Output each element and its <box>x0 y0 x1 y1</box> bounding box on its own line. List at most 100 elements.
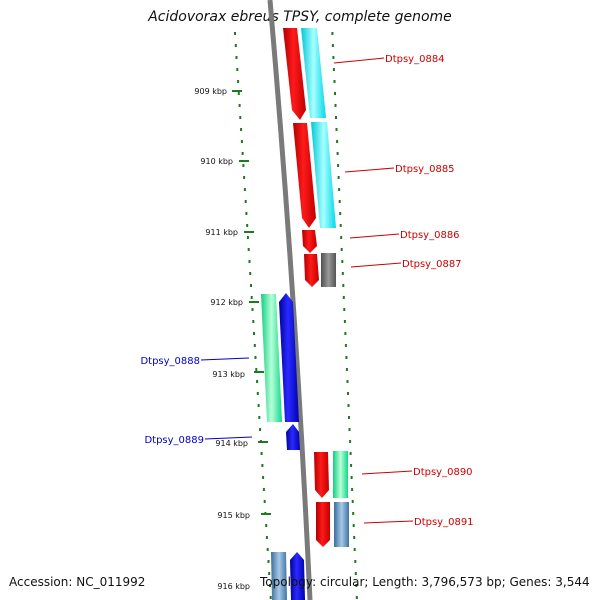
ruler-dot <box>266 548 269 551</box>
outer-ruler-dot <box>333 80 336 83</box>
ruler-label-915: 915 kbp <box>217 511 250 520</box>
outer-ruler-dot <box>349 440 352 443</box>
label-dtpsy-0889[interactable]: Dtpsy_0889 <box>144 435 204 446</box>
ruler-dot <box>269 596 272 599</box>
outer-ruler-dot <box>332 56 335 59</box>
ruler-dot <box>269 584 271 587</box>
genome-backbone <box>267 0 313 600</box>
ruler-label-912: 912 kbp <box>210 298 243 307</box>
ruler-dot <box>242 164 245 167</box>
cog-segment-grey <box>321 253 336 287</box>
ruler-dot <box>240 140 243 143</box>
label-dtpsy-0885[interactable]: Dtpsy_0885 <box>395 164 455 175</box>
ruler-dot <box>253 344 256 347</box>
ruler-label-916: 916 kbp <box>217 582 250 591</box>
ruler-dot <box>267 560 270 563</box>
outer-ruler-dot <box>348 428 351 431</box>
outer-ruler-dot <box>332 68 335 71</box>
outer-ruler-dot <box>352 512 355 515</box>
gene-dtpsy-0889[interactable] <box>286 424 300 450</box>
outer-ruler-dot <box>340 248 343 251</box>
outer-ruler-dot <box>345 356 348 359</box>
outer-ruler-dot <box>337 164 340 167</box>
ruler-dot <box>239 116 242 119</box>
outer-ruler-dot <box>347 404 350 407</box>
gene-dtpsy-0884[interactable] <box>283 28 306 120</box>
ruler-dot <box>258 416 261 419</box>
gene-dtpsy-0891[interactable] <box>316 502 330 547</box>
ruler-dot <box>265 524 268 527</box>
ruler-dot <box>245 212 248 215</box>
cog-segment-steel-bottom <box>271 552 287 600</box>
outer-ruler-dot <box>340 236 343 239</box>
outer-ruler-dot <box>335 116 337 119</box>
ruler-dot <box>241 152 244 155</box>
outer-ruler-dot <box>354 560 357 563</box>
outer-ruler-dot <box>338 200 341 203</box>
leader-dtpsy-0890 <box>361 470 413 475</box>
ruler-dot <box>251 308 254 311</box>
outer-ruler-dot <box>348 416 350 419</box>
ruler-dot <box>249 272 252 275</box>
outer-ruler-dot <box>331 44 334 47</box>
ruler-dot <box>246 236 249 239</box>
outer-ruler-dot <box>349 452 352 455</box>
cog-segment-steel <box>334 502 349 547</box>
ruler-dot <box>257 404 260 407</box>
ruler-dot <box>235 56 238 59</box>
ruler-dot <box>238 104 241 107</box>
ruler-dot <box>237 92 240 95</box>
ruler-dot <box>234 32 236 35</box>
outer-ruler-dot <box>338 188 341 191</box>
outer-ruler-dot <box>341 260 344 263</box>
outer-ruler-dot <box>341 272 344 275</box>
gene-dtpsy-0885[interactable] <box>293 123 316 228</box>
label-dtpsy-0888[interactable]: Dtpsy_0888 <box>140 356 200 367</box>
ruler-dot <box>250 296 253 299</box>
outer-ruler-dots <box>331 32 358 599</box>
outer-ruler-dot <box>352 524 355 527</box>
outer-ruler-dot <box>342 296 345 299</box>
map-title: Acidovorax ebreus TPSY, complete genome <box>148 9 452 25</box>
ruler-label-909: 909 kbp <box>194 87 227 96</box>
label-dtpsy-0886[interactable]: Dtpsy_0886 <box>400 230 460 241</box>
gene-dtpsy-0886[interactable] <box>302 230 317 253</box>
ruler-dot <box>256 380 259 383</box>
outer-ruler-dot <box>343 308 346 311</box>
ruler-dot <box>247 248 250 251</box>
label-dtpsy-0887[interactable]: Dtpsy_0887 <box>402 259 462 270</box>
label-dtpsy-0891[interactable]: Dtpsy_0891 <box>414 517 474 528</box>
outer-ruler-dot <box>345 368 348 371</box>
outer-ruler-dot <box>331 32 334 35</box>
ruler-dot <box>250 284 252 287</box>
ruler-dots <box>234 32 272 599</box>
ruler-label-910: 910 kbp <box>200 157 233 166</box>
ruler-label-914: 914 kbp <box>215 439 248 448</box>
ruler-label-913: 913 kbp <box>212 370 245 379</box>
ruler-dot <box>262 476 265 479</box>
ruler-dot <box>244 200 247 203</box>
ruler-dot <box>261 464 264 467</box>
gene-dtpsy-0887[interactable] <box>304 254 319 287</box>
ruler-dot <box>259 428 262 431</box>
cog-segment-cyan-2 <box>311 122 336 228</box>
outer-ruler-dot <box>337 176 340 179</box>
ruler-dot <box>246 224 249 227</box>
outer-ruler-dot <box>350 476 353 479</box>
label-dtpsy-0890[interactable]: Dtpsy_0890 <box>413 467 473 478</box>
outer-ruler-dot <box>335 128 338 131</box>
ruler: 909 kbp 910 kbp 911 kbp 912 kbp 913 kbp … <box>194 87 271 591</box>
outer-ruler-dot <box>344 344 347 347</box>
gene-dtpsy-0890[interactable] <box>314 452 329 498</box>
ruler-dot <box>263 500 266 503</box>
gene-partial-bottom <box>290 552 305 600</box>
leader-dtpsy-0888 <box>200 357 250 361</box>
ruler-dot <box>255 368 258 371</box>
outer-ruler-dot <box>339 212 342 215</box>
ruler-dot <box>268 572 271 575</box>
cog-segment-green-1 <box>261 294 282 422</box>
gene-dtpsy-0888[interactable] <box>279 293 299 422</box>
ruler-dot <box>237 80 240 83</box>
label-dtpsy-0884[interactable]: Dtpsy_0884 <box>385 54 445 65</box>
